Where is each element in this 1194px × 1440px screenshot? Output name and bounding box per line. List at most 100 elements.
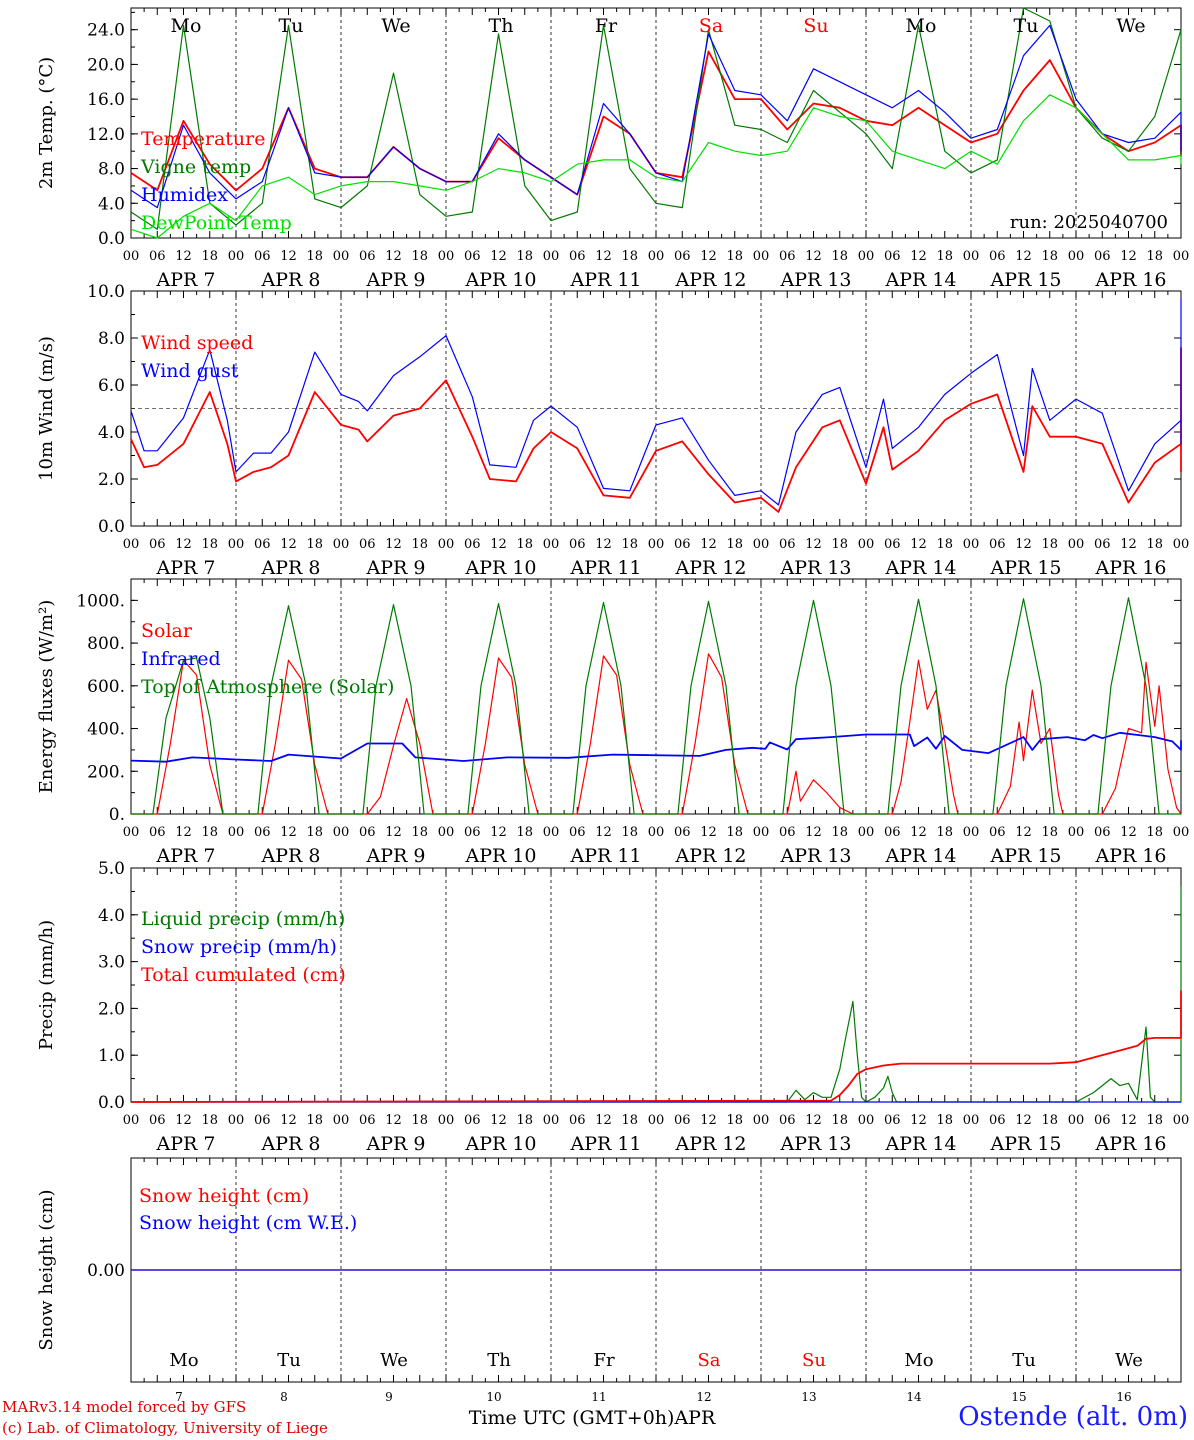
hour-label: 12	[700, 1113, 717, 1128]
legend-entry: Temperature	[141, 128, 265, 150]
legend-entry: Humidex	[141, 184, 228, 206]
hour-label: 12	[490, 825, 507, 840]
hour-label: 06	[1094, 537, 1111, 552]
hour-label: 06	[989, 1113, 1006, 1128]
hour-label: 00	[858, 249, 875, 264]
hour-label: 12	[1120, 825, 1137, 840]
date-label: APR 8	[261, 845, 321, 867]
weekday-label: Fr	[595, 15, 618, 37]
hour-label: 06	[674, 825, 691, 840]
hour-label: 12	[280, 825, 297, 840]
hour-label: 06	[884, 249, 901, 264]
hour-label: 12	[490, 1113, 507, 1128]
date-label: APR 13	[779, 845, 851, 867]
hour-label: 06	[359, 825, 376, 840]
hour-label: 12	[1120, 537, 1137, 552]
y-tick-label: 0.0	[98, 229, 125, 249]
series-line	[130, 50, 1182, 196]
hour-label: 06	[149, 825, 166, 840]
weekday-label: Mo	[906, 15, 937, 37]
series-line	[130, 94, 1182, 239]
y-tick-label: 0.00	[87, 1261, 125, 1281]
date-label: APR 16	[1094, 269, 1166, 291]
y-tick-label: 20.0	[87, 55, 125, 75]
weekday-label: Sa	[697, 1350, 720, 1371]
weekday-label: Th	[489, 15, 514, 37]
series-line	[130, 298, 1182, 506]
y-tick-label: 8.0	[98, 160, 125, 180]
hour-label: 18	[1041, 249, 1058, 264]
hour-label: 18	[1041, 537, 1058, 552]
hour-label: 18	[201, 537, 218, 552]
legend-entry: Liquid precip (mm/h)	[141, 908, 345, 930]
date-label: APR 12	[674, 269, 746, 291]
date-label: APR 12	[674, 557, 746, 579]
hour-label: 06	[1094, 249, 1111, 264]
y-tick-label: 4.0	[98, 906, 125, 926]
date-label: APR 7	[156, 1133, 216, 1155]
date-label: APR 9	[366, 269, 426, 291]
hour-label: 12	[175, 537, 192, 552]
legend-entry: Snow precip (mm/h)	[141, 936, 337, 958]
y-tick-label: 800.	[87, 634, 125, 654]
hour-label: 18	[516, 537, 533, 552]
weekday-label: Tu	[1014, 15, 1039, 37]
hour-label: 00	[543, 1113, 560, 1128]
hour-label: 00	[228, 1113, 245, 1128]
hour-label: 06	[674, 249, 691, 264]
hour-label: 00	[858, 1113, 875, 1128]
hour-label: 12	[490, 249, 507, 264]
weekday-label: We	[1115, 1350, 1143, 1371]
hour-label: 12	[910, 825, 927, 840]
weekday-label: Tu	[279, 15, 304, 37]
hour-label: 12	[910, 249, 927, 264]
hour-label: 00	[648, 537, 665, 552]
hour-label: 00	[858, 537, 875, 552]
legend-entry: Solar	[141, 620, 193, 642]
hour-label: 18	[411, 1113, 428, 1128]
hour-label: 00	[123, 537, 140, 552]
date-label: APR 14	[884, 845, 956, 867]
day-number-label: 13	[801, 1390, 816, 1404]
hour-label: 06	[989, 537, 1006, 552]
legend-entry: Infrared	[141, 648, 221, 670]
hour-label: 00	[1068, 1113, 1085, 1128]
hour-label: 06	[569, 825, 586, 840]
hour-label: 00	[333, 249, 350, 264]
date-label: APR 7	[156, 557, 216, 579]
hour-label: 00	[438, 1113, 455, 1128]
hour-label: 12	[1015, 249, 1032, 264]
hour-label: 00	[1068, 249, 1085, 264]
hour-label: 00	[438, 537, 455, 552]
hour-label: 06	[1094, 1113, 1111, 1128]
legend-entry: Snow height (cm W.E.)	[139, 1212, 357, 1234]
date-label: APR 8	[261, 1133, 321, 1155]
weekday-label: Mo	[169, 1350, 198, 1371]
date-label: APR 14	[884, 557, 956, 579]
hour-label: 18	[411, 249, 428, 264]
hour-label: 18	[1146, 537, 1163, 552]
day-number-label: 11	[591, 1390, 606, 1404]
hour-label: 00	[543, 537, 560, 552]
date-label: APR 11	[569, 557, 641, 579]
hour-label: 00	[543, 249, 560, 264]
hour-label: 12	[1015, 1113, 1032, 1128]
date-label: APR 13	[779, 1133, 851, 1155]
hour-label: 18	[516, 249, 533, 264]
credit-line-lab: (c) Lab. of Climatology, University of L…	[2, 1419, 328, 1437]
hour-label: 00	[228, 825, 245, 840]
day-number-label: 8	[280, 1390, 288, 1404]
weekday-label: We	[381, 15, 410, 37]
weekday-label: Mo	[904, 1350, 933, 1371]
hour-label: 00	[1068, 825, 1085, 840]
hour-label: 18	[831, 825, 848, 840]
hour-label: 12	[805, 249, 822, 264]
legend-entry: Wind gust	[141, 360, 239, 382]
hour-label: 00	[1068, 537, 1085, 552]
hour-label: 06	[779, 1113, 796, 1128]
hour-label: 18	[201, 1113, 218, 1128]
date-label: APR 12	[674, 1133, 746, 1155]
hour-label: 00	[1173, 825, 1190, 840]
hour-label: 00	[333, 825, 350, 840]
hour-label: 12	[595, 1113, 612, 1128]
